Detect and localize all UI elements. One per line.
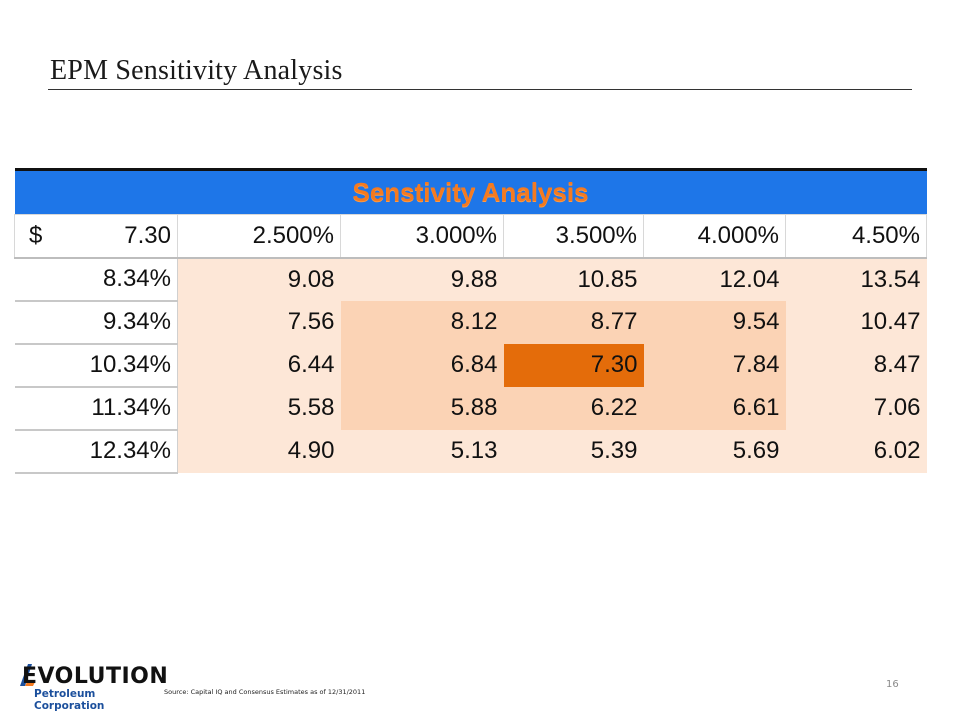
table-cell: 6.02: [785, 429, 927, 473]
table-cell: 8.12: [340, 300, 504, 344]
corner-cell: $ 7.30: [14, 214, 178, 259]
table-cell: 6.84: [340, 343, 504, 387]
table-cell: 4.90: [177, 429, 341, 473]
row-label: 12.34%: [14, 429, 178, 474]
logo-swoosh-icon: [20, 664, 35, 686]
table-cell: 10.47: [785, 300, 927, 344]
logo-subtitle: Petroleum Corporation: [34, 688, 105, 712]
row-label: 9.34%: [14, 300, 178, 345]
highlight-cell: 7.30: [503, 343, 644, 387]
company-logo: EVOLUTION Petroleum Corporation: [18, 664, 168, 712]
column-header: 2.500%: [177, 214, 341, 259]
column-header: 3.000%: [340, 214, 504, 259]
table-title: Senstivity Analysis: [14, 168, 927, 215]
table-cell: 5.13: [340, 429, 504, 473]
table-cell: 8.47: [785, 343, 927, 387]
table-row: 10.34% 6.44 6.84 7.30 7.84 8.47: [14, 343, 927, 388]
table-cell: 9.08: [177, 257, 341, 301]
column-header: 4.000%: [643, 214, 786, 259]
base-value: 7.30: [124, 221, 171, 249]
table-cell: 10.85: [503, 257, 644, 301]
table-cell: 8.77: [503, 300, 644, 344]
table-cell: 9.54: [643, 300, 786, 344]
title-divider: [48, 89, 912, 90]
row-label: 10.34%: [14, 343, 178, 388]
table-cell: 5.69: [643, 429, 786, 473]
table-cell: 7.84: [643, 343, 786, 387]
column-header-row: $ 7.30 2.500% 3.000% 3.500% 4.000% 4.50%: [14, 214, 927, 259]
table-cell: 9.88: [340, 257, 504, 301]
table-cell: 7.56: [177, 300, 341, 344]
table-cell: 5.88: [340, 386, 504, 430]
table-cell: 12.04: [643, 257, 786, 301]
table-cell: 7.06: [785, 386, 927, 430]
table-cell: 13.54: [785, 257, 927, 301]
page-title: EPM Sensitivity Analysis: [50, 55, 343, 86]
table-cell: 5.58: [177, 386, 341, 430]
column-header: 3.500%: [503, 214, 644, 259]
table-cell: 6.44: [177, 343, 341, 387]
table-row: 9.34% 7.56 8.12 8.77 9.54 10.47: [14, 300, 927, 345]
row-label: 11.34%: [14, 386, 178, 431]
source-note: Source: Capital IQ and Consensus Estimat…: [164, 688, 366, 696]
table-row: 12.34% 4.90 5.13 5.39 5.69 6.02: [14, 429, 927, 474]
row-label: 8.34%: [14, 257, 178, 302]
currency-symbol: $: [29, 221, 43, 249]
table-cell: 5.39: [503, 429, 644, 473]
table-row: 8.34% 9.08 9.88 10.85 12.04 13.54: [14, 257, 927, 302]
table-cell: 6.61: [643, 386, 786, 430]
table-row: 11.34% 5.58 5.88 6.22 6.61 7.06: [14, 386, 927, 431]
logo-wordmark: EVOLUTION: [22, 664, 169, 689]
sensitivity-table: Senstivity Analysis $ 7.30 2.500% 3.000%…: [14, 168, 927, 474]
column-header: 4.50%: [785, 214, 927, 259]
table-cell: 6.22: [503, 386, 644, 430]
page-number: 16: [886, 679, 899, 690]
